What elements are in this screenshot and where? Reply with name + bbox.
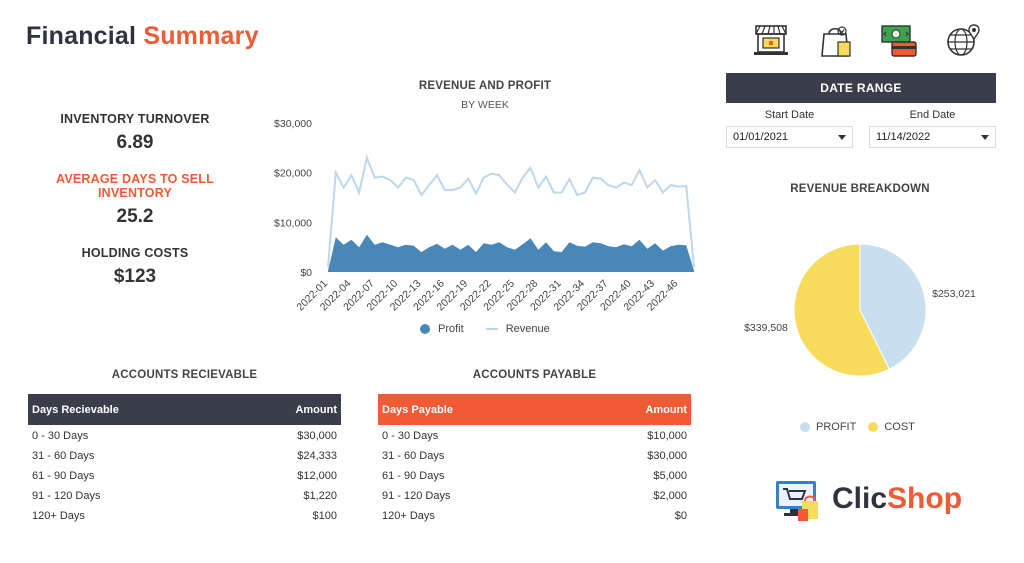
- row-amount: $10,000: [647, 430, 687, 442]
- page-title: Financial Summary: [26, 22, 259, 51]
- end-date-label: End Date: [909, 109, 956, 121]
- cost-legend-swatch: [868, 422, 879, 432]
- pie-data-label: $339,508: [744, 322, 788, 334]
- profit-legend-label: PROFIT: [816, 421, 857, 433]
- title-part-2: Summary: [143, 22, 259, 50]
- profit-legend-swatch: [800, 422, 810, 432]
- kpi-label: HOLDING COSTS: [81, 246, 189, 260]
- revenue-legend-swatch: [485, 328, 498, 330]
- end-date-value: 11/14/2022: [876, 131, 931, 143]
- table-row: 31 - 60 Days $30,000: [378, 446, 691, 466]
- shop-logo-icon: [776, 481, 818, 521]
- revenue-line-series: [327, 154, 695, 268]
- start-date-label: Start Date: [764, 109, 815, 121]
- row-label: 31 - 60 Days: [32, 450, 95, 462]
- date-range-header: DATE RANGE: [726, 73, 996, 103]
- revenue-chart-legend: Profit Revenue: [420, 323, 550, 335]
- row-label: 120+ Days: [382, 510, 435, 522]
- shopping-bag-icon[interactable]: [816, 22, 854, 60]
- receivable-table-header: Days Recievable Amount: [28, 394, 341, 425]
- row-amount: $100: [312, 510, 337, 522]
- y-tick-label: $30,000: [274, 118, 312, 130]
- row-amount: $30,000: [647, 450, 687, 462]
- payable-table: Days Payable Amount 0 - 30 Days $10,000 31…: [378, 394, 691, 526]
- chevron-down-icon[interactable]: [981, 134, 989, 140]
- table-row: 31 - 60 Days $24,333: [28, 446, 341, 466]
- kpi-value: 6.89: [116, 132, 154, 153]
- row-amount: $24,333: [297, 450, 337, 462]
- row-label: 0 - 30 Days: [32, 430, 89, 442]
- kpi-value: 25.2: [116, 206, 154, 227]
- row-label: 61 - 90 Days: [32, 470, 95, 482]
- table-row: 0 - 30 Days $10,000: [378, 426, 691, 446]
- pie-legend: PROFIT COST: [800, 421, 915, 433]
- y-tick-label: $20,000: [274, 168, 312, 180]
- pie-slice-cost: [793, 243, 890, 377]
- row-label: 61 - 90 Days: [382, 470, 445, 482]
- start-date-value: 01/01/2021: [733, 131, 789, 143]
- date-range-panel: DATE RANGE Start Date 01/01/2021 End Dat…: [726, 73, 996, 148]
- top-icon-bar: [752, 22, 982, 60]
- profit-legend-swatch: [420, 324, 430, 334]
- revenue-profit-chart: $0$10,000$20,000$30,0002022-012022-04202…: [274, 118, 695, 313]
- revenue-legend-label: Revenue: [505, 323, 550, 335]
- kpi-average-days-to-sell: AVERAGE DAYS TO SELL INVENTORY 25.2: [20, 172, 250, 228]
- table-row: 91 - 120 Days $2,000: [378, 486, 691, 506]
- revenue-chart-subtitle: BY WEEK: [461, 99, 509, 111]
- kpi-holding-costs: HOLDING COSTS $123: [20, 246, 250, 288]
- row-label: 31 - 60 Days: [382, 450, 445, 462]
- kpi-inventory-turnover: INVENTORY TURNOVER 6.89: [20, 112, 250, 154]
- row-amount: $12,000: [297, 470, 337, 482]
- start-date-select[interactable]: 01/01/2021: [726, 126, 853, 148]
- payable-title: ACCOUNTS PAYABLE: [472, 369, 597, 381]
- brand-logo: ClicShop: [774, 475, 962, 523]
- title-part-1: Financial: [26, 22, 137, 50]
- store-icon[interactable]: [752, 22, 790, 60]
- profit-legend-label: Profit: [438, 323, 464, 335]
- pie-data-label: $253,021: [932, 288, 976, 300]
- table-row: 120+ Days $0: [378, 506, 691, 526]
- y-tick-label: $10,000: [274, 217, 312, 229]
- row-amount: $0: [674, 510, 687, 522]
- chevron-down-icon[interactable]: [838, 134, 846, 140]
- header-amount: Amount: [295, 403, 337, 416]
- row-label: 91 - 120 Days: [32, 490, 101, 502]
- kpi-value: $123: [113, 266, 157, 287]
- table-row: 120+ Days $100: [28, 506, 341, 526]
- brand-part-1: Clic: [832, 482, 888, 515]
- header-days: Days Payable: [382, 403, 453, 416]
- row-label: 120+ Days: [32, 510, 85, 522]
- table-row: 0 - 30 Days $30,000: [28, 426, 341, 446]
- header-amount: Amount: [645, 403, 687, 416]
- kpi-label: INVENTORY TURNOVER: [60, 112, 210, 126]
- row-amount: $30,000: [297, 430, 337, 442]
- end-date-select[interactable]: 11/14/2022: [869, 126, 996, 148]
- revenue-breakdown-pie: $253,021 $339,508: [744, 243, 976, 377]
- y-tick-label: $0: [300, 267, 312, 279]
- kpi-label: AVERAGE DAYS TO SELL INVENTORY: [56, 172, 214, 200]
- profit-area-series: [328, 234, 694, 272]
- table-row: 61 - 90 Days $5,000: [378, 466, 691, 486]
- payable-table-header: Days Payable Amount: [378, 394, 691, 425]
- payment-icon[interactable]: [880, 22, 918, 60]
- kpi-panel: INVENTORY TURNOVER 6.89 AVERAGE DAYS TO …: [20, 112, 250, 306]
- revenue-breakdown-title: REVENUE BREAKDOWN: [790, 183, 930, 195]
- row-label: 91 - 120 Days: [382, 490, 451, 502]
- receivable-table: Days Recievable Amount 0 - 30 Days $30,00…: [28, 394, 341, 526]
- header-days: Days Recievable: [32, 403, 119, 416]
- receivable-title: ACCOUNTS RECIEVABLE: [111, 369, 258, 381]
- global-network-icon[interactable]: [944, 22, 982, 60]
- cost-legend-label: COST: [884, 421, 915, 433]
- table-row: 91 - 120 Days $1,220: [28, 486, 341, 506]
- row-amount: $1,220: [303, 490, 337, 502]
- brand-part-2: Shop: [887, 482, 963, 515]
- row-amount: $2,000: [653, 490, 687, 502]
- table-row: 61 - 90 Days $12,000: [28, 466, 341, 486]
- row-amount: $5,000: [653, 470, 687, 482]
- row-label: 0 - 30 Days: [382, 430, 439, 442]
- pie-slice-profit: [859, 243, 927, 370]
- revenue-chart-title: REVENUE AND PROFIT: [418, 80, 552, 92]
